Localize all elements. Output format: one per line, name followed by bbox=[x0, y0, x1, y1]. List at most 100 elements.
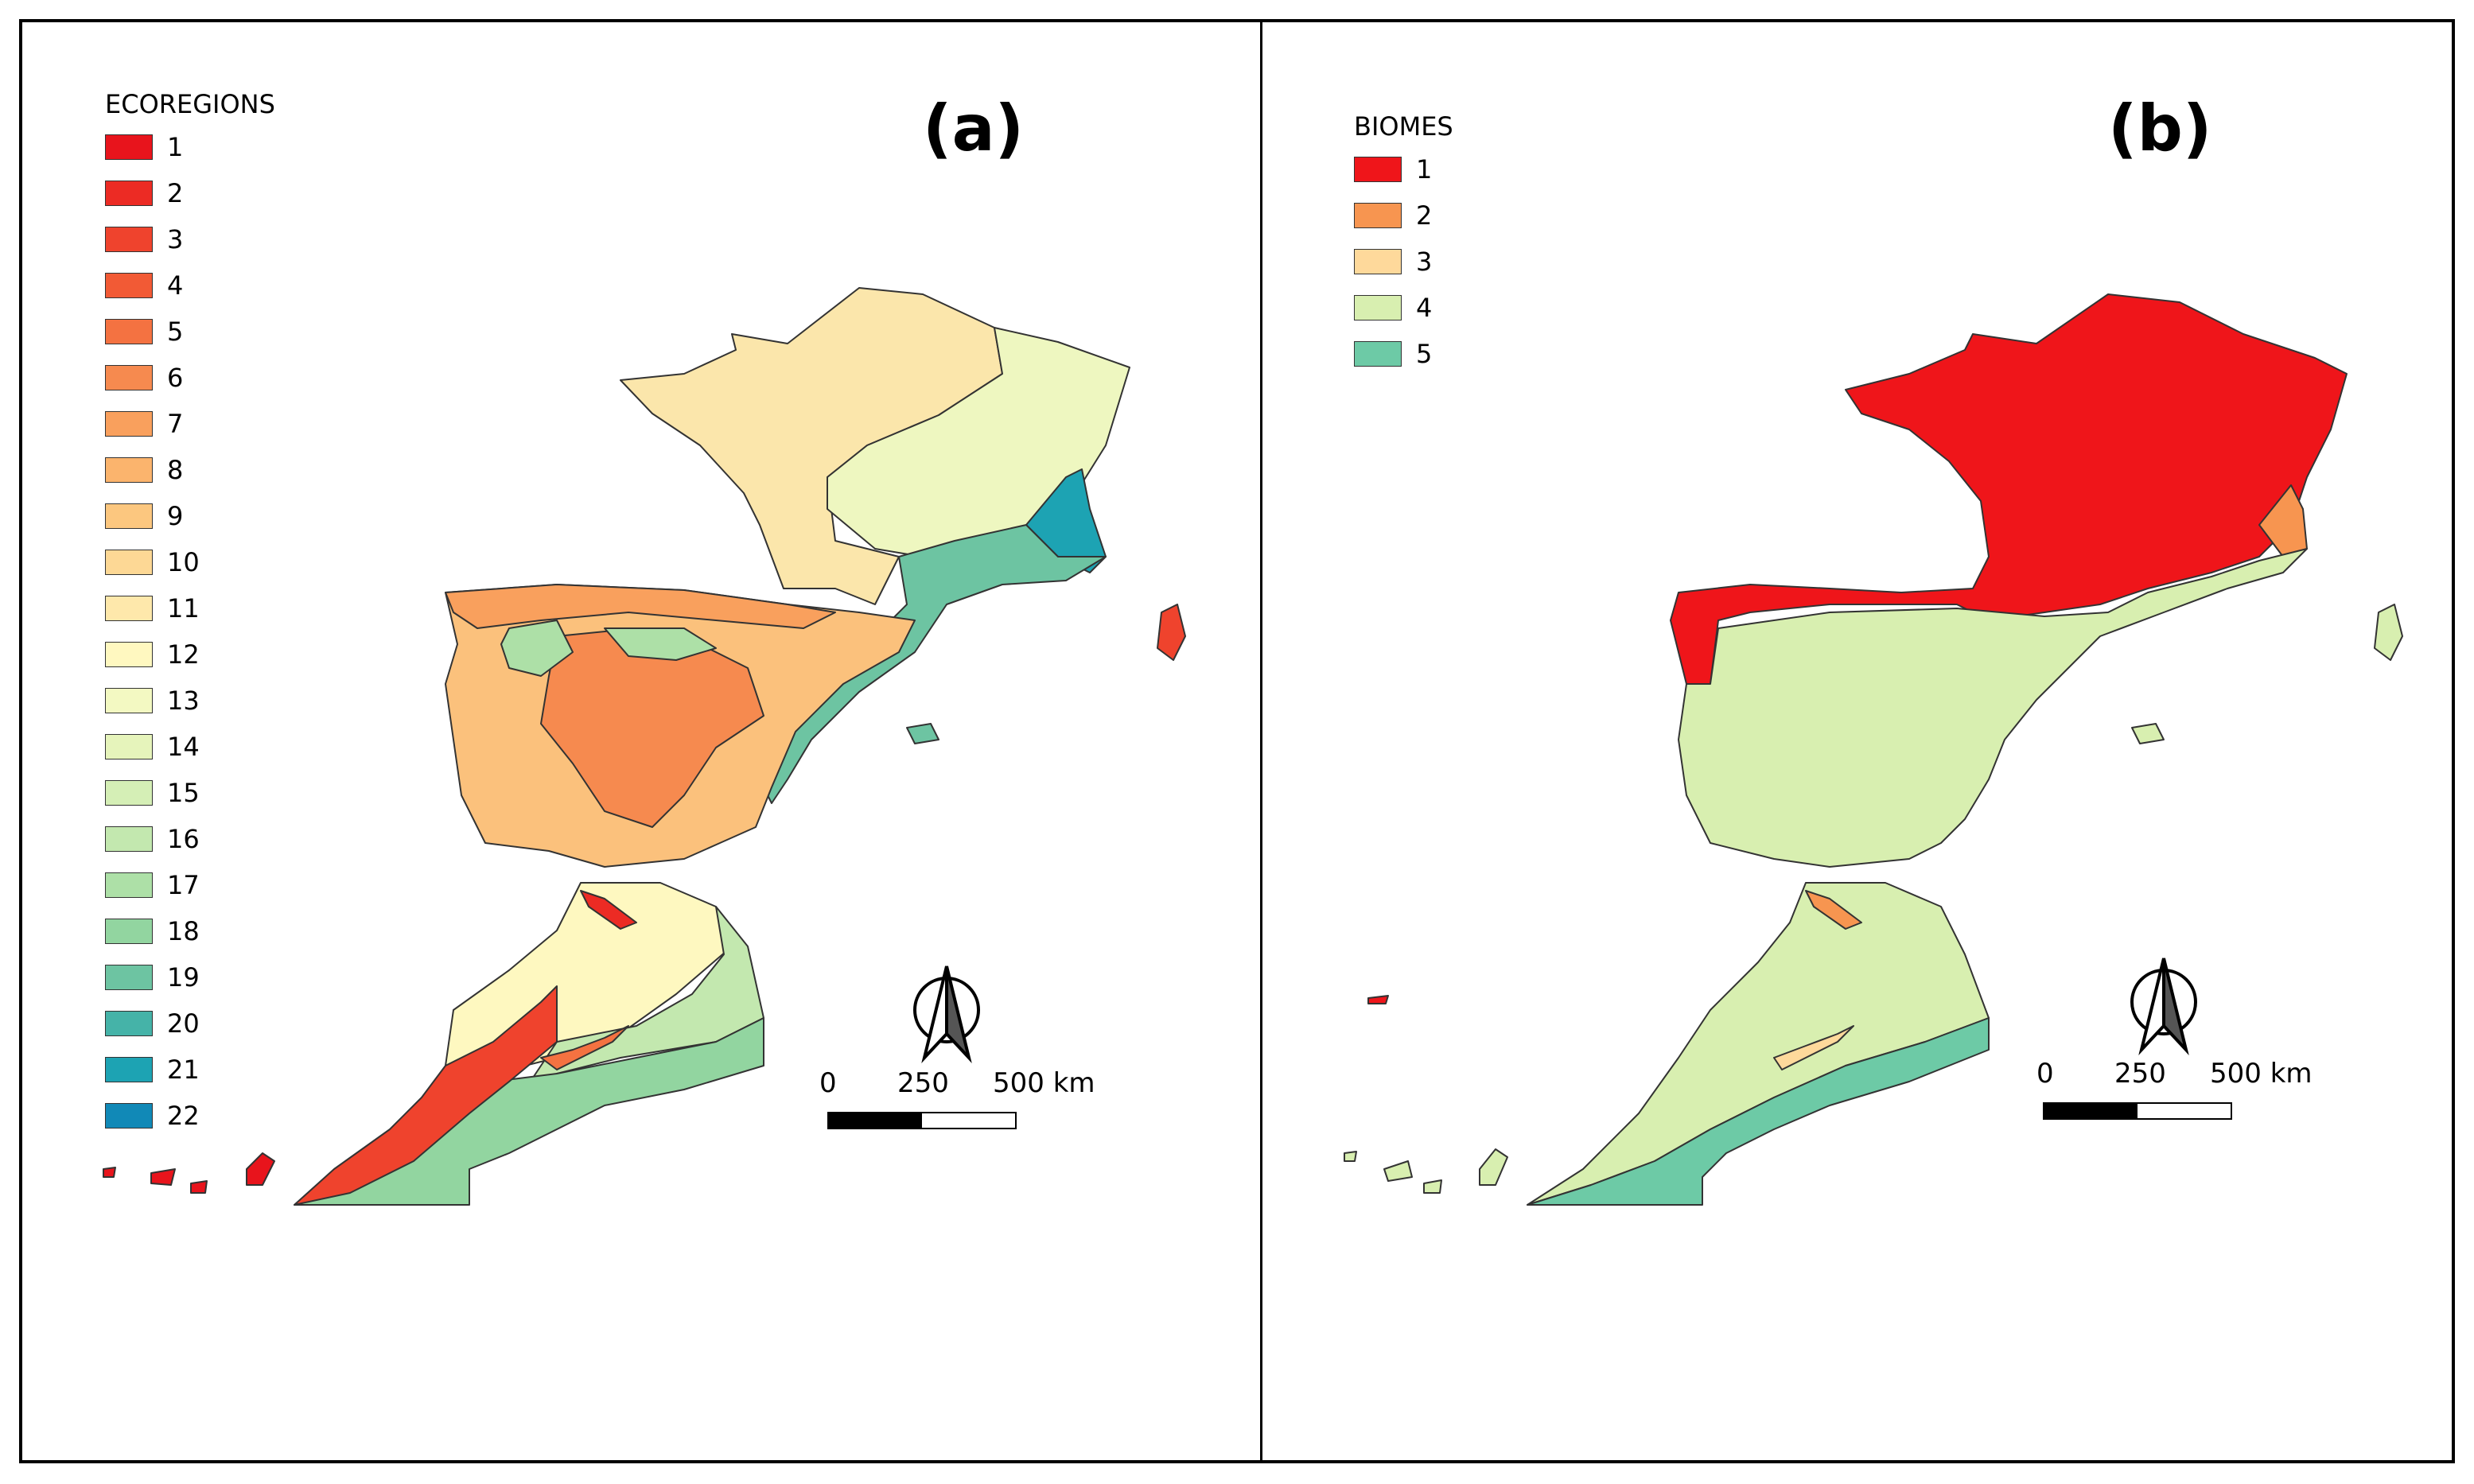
legend-swatch bbox=[105, 826, 153, 852]
legend-label: 21 bbox=[167, 1055, 200, 1085]
biome-corsica bbox=[2374, 604, 2403, 661]
legend-swatch bbox=[105, 134, 153, 160]
legend-item: 3 bbox=[105, 216, 275, 262]
legend-label: 14 bbox=[167, 732, 200, 762]
biome-alps bbox=[2258, 484, 2308, 557]
region-iberia-green2 bbox=[604, 627, 717, 661]
legend-swatch bbox=[105, 1011, 153, 1036]
biome-canary-1 bbox=[1383, 1160, 1413, 1182]
legend-swatch bbox=[105, 227, 153, 252]
legend-item: 15 bbox=[105, 770, 275, 816]
legend-label: 2 bbox=[167, 178, 184, 208]
legend-item: 18 bbox=[105, 908, 275, 954]
legend-item: 19 bbox=[105, 954, 275, 1000]
legend-swatch bbox=[105, 503, 153, 529]
scale-bar bbox=[827, 1112, 1017, 1129]
scale-tick-500: 500 km bbox=[2210, 1058, 2313, 1090]
legend-label: 5 bbox=[167, 317, 184, 347]
north-arrow-icon bbox=[2130, 958, 2197, 1055]
legend-item: 1 bbox=[105, 124, 275, 170]
biome-balearic bbox=[2131, 723, 2165, 744]
legend-swatch bbox=[105, 550, 153, 575]
legend-label: 5 bbox=[1416, 339, 1433, 369]
legend-label: 8 bbox=[167, 455, 184, 485]
legend-item: 17 bbox=[105, 862, 275, 908]
legend-swatch bbox=[1354, 203, 1402, 228]
legend-label: 12 bbox=[167, 639, 200, 670]
legend-label: 20 bbox=[167, 1008, 200, 1039]
legend-label: 10 bbox=[167, 547, 200, 577]
legend-item: 6 bbox=[105, 355, 275, 401]
legend-label: 9 bbox=[167, 501, 184, 531]
legend-swatch bbox=[105, 1103, 153, 1129]
legend-label: 11 bbox=[167, 593, 200, 624]
legend-biomes: BIOMES 1 2 3 4 5 bbox=[1354, 111, 1453, 377]
legend-swatch bbox=[105, 688, 153, 713]
region-corsica bbox=[1157, 604, 1186, 661]
legend-swatch bbox=[105, 319, 153, 344]
legend-swatch bbox=[105, 642, 153, 667]
region-morocco-strip bbox=[580, 890, 637, 930]
biome-canary-2 bbox=[1423, 1179, 1442, 1194]
north-arrow-icon bbox=[913, 965, 980, 1063]
legend-label: 17 bbox=[167, 870, 200, 900]
legend-swatch bbox=[105, 596, 153, 621]
legend-item: 9 bbox=[105, 493, 275, 539]
region-canary-2 bbox=[190, 1180, 208, 1194]
legend-item: 10 bbox=[105, 539, 275, 585]
legend-swatch bbox=[105, 181, 153, 206]
biome-island-red bbox=[1367, 995, 1389, 1004]
biome-canary-3 bbox=[1479, 1148, 1508, 1186]
scale-tick-250: 250 bbox=[897, 1067, 949, 1099]
legend-label: 19 bbox=[167, 962, 200, 993]
legend-label: 3 bbox=[167, 224, 184, 254]
region-iberia-north bbox=[445, 584, 836, 629]
legend-title: ECOREGIONS bbox=[105, 89, 275, 119]
panel-b-label: (b) bbox=[2108, 91, 2212, 165]
legend-item: 7 bbox=[105, 401, 275, 447]
legend-label: 4 bbox=[167, 270, 184, 301]
legend-label: 7 bbox=[167, 409, 184, 439]
legend-item: 5 bbox=[1354, 331, 1453, 377]
legend-label: 1 bbox=[167, 132, 184, 162]
legend-item: 21 bbox=[105, 1047, 275, 1093]
legend-swatch bbox=[105, 1057, 153, 1082]
scale-tick-0: 0 bbox=[2036, 1058, 2054, 1090]
scale-bar bbox=[2043, 1102, 2232, 1120]
figure-frame bbox=[19, 19, 2455, 1463]
scale-tick-250: 250 bbox=[2114, 1058, 2166, 1090]
legend-item: 22 bbox=[105, 1093, 275, 1139]
biome-canary-4 bbox=[1344, 1151, 1357, 1162]
legend-label: 15 bbox=[167, 778, 200, 808]
region-canary-3 bbox=[246, 1152, 275, 1186]
legend-swatch bbox=[1354, 341, 1402, 367]
legend-item: 8 bbox=[105, 447, 275, 493]
legend-swatch bbox=[1354, 249, 1402, 274]
legend-swatch bbox=[105, 457, 153, 483]
legend-swatch bbox=[105, 919, 153, 944]
legend-swatch bbox=[105, 411, 153, 437]
legend-item: 20 bbox=[105, 1000, 275, 1047]
legend-title: BIOMES bbox=[1354, 111, 1453, 142]
legend-swatch bbox=[105, 273, 153, 298]
panel-a-label: (a) bbox=[923, 91, 1025, 165]
legend-label: 13 bbox=[167, 686, 200, 716]
legend-item: 16 bbox=[105, 816, 275, 862]
region-morocco-west bbox=[294, 985, 558, 1206]
panel-divider bbox=[1260, 19, 1262, 1463]
legend-label: 16 bbox=[167, 824, 200, 854]
legend-label: 3 bbox=[1416, 247, 1433, 277]
legend-swatch bbox=[105, 872, 153, 898]
biome-atlas-patch bbox=[1773, 1025, 1854, 1070]
region-canary-1 bbox=[150, 1168, 176, 1186]
legend-swatch bbox=[105, 965, 153, 990]
legend-label: 6 bbox=[167, 363, 184, 393]
legend-swatch bbox=[105, 780, 153, 806]
biome-iberia bbox=[1678, 548, 2308, 868]
legend-ecoregions: ECOREGIONS 1 2 3 4 5 6 7 8 9 10 11 12 13 14 15 16 17 18 19… bbox=[105, 89, 275, 1139]
region-canary-4 bbox=[103, 1167, 116, 1178]
legend-label: 22 bbox=[167, 1101, 200, 1131]
legend-item: 11 bbox=[105, 585, 275, 631]
legend-item: 2 bbox=[1354, 192, 1453, 239]
